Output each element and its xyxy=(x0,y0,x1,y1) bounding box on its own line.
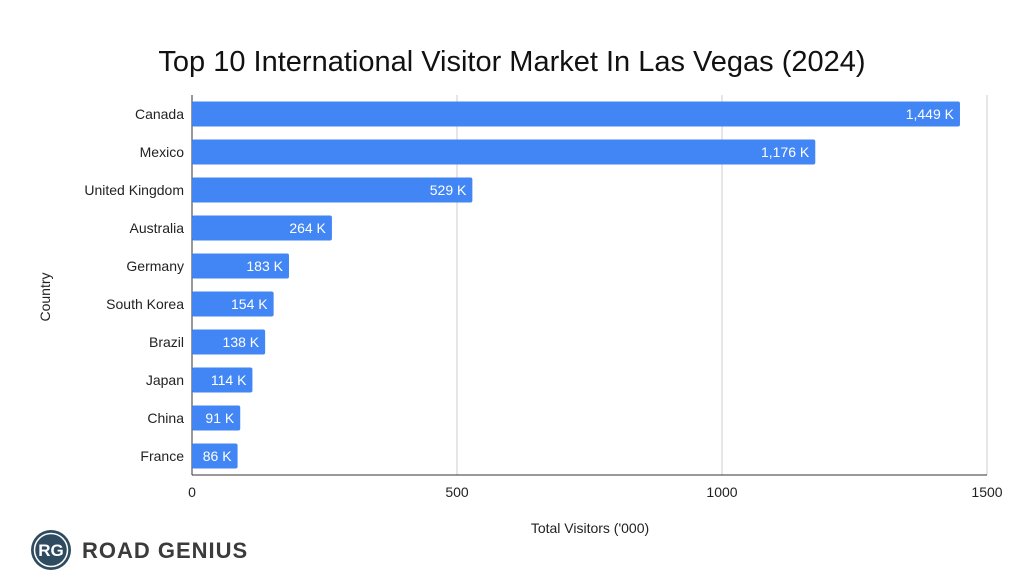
bar xyxy=(192,139,816,165)
data-label: 86 K xyxy=(203,448,232,464)
data-label: 154 K xyxy=(231,296,268,312)
data-label: 1,176 K xyxy=(761,144,810,160)
bar xyxy=(192,291,274,317)
data-label: 529 K xyxy=(430,182,467,198)
data-label: 114 K xyxy=(211,372,247,388)
bar xyxy=(192,405,241,431)
logo-mark: RG xyxy=(38,541,64,560)
category-labels: Canada Mexico United Kingdom Australia Germa… xyxy=(84,106,184,464)
x-tick-label: 0 xyxy=(188,484,196,500)
bars: 1,449 K 1,176 K 529 K 264 K 183 K 154 K 138 K 1… xyxy=(192,101,960,469)
x-axis-title: Total Visitors ('000) xyxy=(531,520,649,536)
category-label: China xyxy=(147,410,184,426)
data-label: 91 K xyxy=(205,410,234,426)
category-label: South Korea xyxy=(106,296,184,312)
bar xyxy=(192,443,238,469)
bar xyxy=(192,253,289,279)
bar xyxy=(192,367,253,393)
x-tick-label: 500 xyxy=(445,484,469,500)
bar xyxy=(192,177,473,203)
category-label: Brazil xyxy=(149,334,184,350)
category-label: Mexico xyxy=(140,144,185,160)
y-axis-title: Country xyxy=(37,272,53,321)
logo-text: ROAD GENIUS xyxy=(82,538,248,563)
category-label: Germany xyxy=(126,258,184,274)
x-tick-label: 1000 xyxy=(706,484,737,500)
category-label: United Kingdom xyxy=(84,182,184,198)
category-label: Japan xyxy=(146,372,184,388)
category-label: Australia xyxy=(130,220,185,236)
x-tick-label: 1500 xyxy=(971,484,1002,500)
logo-circle xyxy=(31,530,71,570)
data-label: 183 K xyxy=(246,258,283,274)
x-tick-labels: 0 500 1000 1500 xyxy=(188,484,1003,500)
data-label: 264 K xyxy=(289,220,326,236)
category-label: Canada xyxy=(135,106,184,122)
bar xyxy=(192,215,332,241)
bar xyxy=(192,101,960,127)
category-label: France xyxy=(140,448,184,464)
data-label: 138 K xyxy=(223,334,260,350)
chart-title: Top 10 International Visitor Market In L… xyxy=(158,46,865,78)
logo-ring xyxy=(33,532,69,568)
data-label: 1,449 K xyxy=(906,106,955,122)
bar xyxy=(192,329,266,355)
road-genius-logo: RG ROAD GENIUS xyxy=(31,530,248,570)
